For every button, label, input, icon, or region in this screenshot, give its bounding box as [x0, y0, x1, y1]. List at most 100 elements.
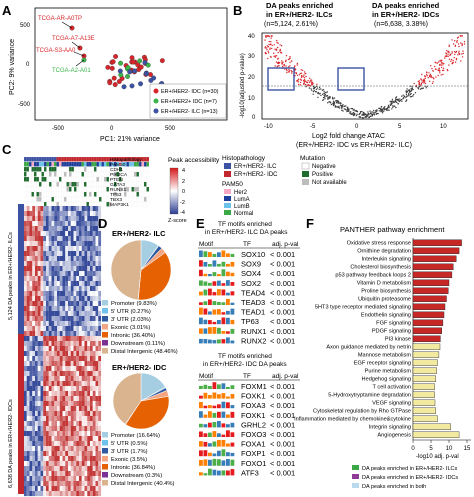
volcano-point — [350, 107, 352, 110]
volcano-point — [277, 42, 279, 44]
anno-cell — [131, 201, 135, 207]
volcano-point — [271, 47, 273, 50]
motif-bottom-logo-glyph — [217, 470, 221, 476]
heatmap-cell — [51, 256, 55, 262]
motif-bottom-tf: FOXO1 — [241, 459, 266, 468]
heatmap-cell — [29, 321, 33, 327]
motif-bottom-logo-glyph — [230, 411, 235, 418]
volcano-point — [312, 90, 315, 93]
anno-cell — [86, 196, 90, 202]
heatmap-cell — [24, 301, 27, 307]
heatmap-cell — [40, 216, 44, 222]
anno-cell — [83, 176, 87, 182]
heatmap-cell — [26, 366, 30, 372]
anno-row-label: RUNX1 — [110, 187, 127, 193]
pca-xtick-1: -500 — [52, 126, 65, 132]
heatmap-cell — [24, 416, 27, 422]
heatmap-cell — [70, 241, 74, 247]
volcano-point — [372, 111, 374, 113]
heatmap-cell — [90, 336, 93, 342]
volcano-point — [446, 69, 448, 71]
heatmap-cell — [79, 326, 82, 332]
volcano-point — [453, 51, 456, 53]
anno-cell — [61, 166, 65, 172]
heatmap-cell — [90, 311, 93, 317]
heatmap-cell — [32, 356, 36, 362]
anno-cell — [48, 201, 52, 207]
anno-cell — [98, 191, 102, 197]
panther-legend-swatch-ilc — [352, 465, 359, 470]
heatmap-cell — [90, 391, 93, 397]
heatmap-cell — [87, 206, 91, 212]
heatmap-cell — [81, 446, 85, 452]
pie-legend-swatch — [102, 332, 108, 338]
heatmap-cell — [65, 486, 69, 492]
heatmap-cell — [98, 451, 102, 457]
heatmap-cell — [59, 396, 63, 402]
anno-cell — [98, 186, 102, 192]
heatmap-cell — [48, 301, 52, 307]
volcano-point — [329, 96, 331, 98]
anno-cell — [141, 171, 145, 177]
heatmap-cell — [73, 216, 77, 222]
heatmap-cell — [57, 391, 60, 397]
volcano-point — [403, 97, 405, 99]
heatmap-cell — [81, 431, 85, 437]
pca-legend-her2pos: ER+/HER2+ IDC (n=7) — [161, 99, 217, 105]
anno-cell — [133, 201, 137, 207]
anno-cell — [93, 171, 97, 177]
heatmap-cell — [40, 361, 44, 367]
anno-cell — [26, 176, 30, 182]
heatmap-cell — [26, 401, 30, 407]
heatmap-cell — [68, 451, 71, 457]
heatmap-cell — [70, 331, 74, 337]
heatmap-cell — [87, 281, 91, 287]
heatmap-cell — [76, 346, 80, 352]
heatmap-cell — [57, 351, 60, 357]
heatmap-cell — [40, 461, 44, 467]
heatmap-cell — [68, 321, 71, 327]
heatmap-cell — [48, 456, 52, 462]
heatmap-cell — [43, 216, 47, 222]
heatmap-cell — [95, 296, 99, 302]
heatmap-cell — [76, 471, 80, 477]
anno-cell — [71, 196, 75, 202]
heatmap-cell — [46, 301, 49, 307]
pca-point — [116, 79, 122, 84]
motif-top-logo-glyph — [230, 282, 235, 286]
motif-top-logo-glyph — [199, 302, 203, 305]
anno-cell — [51, 201, 55, 207]
heatmap-cell — [68, 276, 71, 282]
heatmap-cell — [26, 231, 30, 237]
volcano-point — [381, 109, 383, 112]
heatmap-cell — [59, 361, 63, 367]
anno-cell — [81, 181, 85, 187]
volcano-point — [399, 98, 401, 100]
anno-cell — [83, 191, 87, 197]
volcano-right-box — [337, 67, 365, 91]
anno-cell — [68, 161, 72, 167]
volcano-point — [291, 60, 293, 62]
heatmap-cell — [87, 221, 91, 227]
motif-top-logo-glyph — [199, 260, 203, 267]
heatmap-cell — [48, 471, 52, 477]
volcano-point — [281, 65, 284, 68]
heatmap-cell — [79, 331, 82, 337]
volcano-sub-left: in ER+/HER2- ILCs — [266, 10, 332, 19]
heatmap-cell — [70, 441, 74, 447]
anno-cell — [88, 196, 92, 202]
heatmap-cell — [40, 386, 44, 392]
anno-cell — [73, 181, 77, 187]
heatmap-cell — [51, 411, 55, 417]
heatmap-cell — [46, 286, 49, 292]
motif-top-logo-glyph — [212, 281, 217, 286]
heatmap-cell — [98, 256, 102, 262]
pca-point — [107, 80, 113, 86]
volcano-left-box — [267, 67, 295, 91]
anno-cell — [146, 181, 150, 187]
panther-xtick-label: 15 — [464, 446, 471, 452]
volcano-point — [439, 60, 441, 62]
pca-point — [148, 77, 154, 83]
heatmap-cell — [51, 326, 55, 332]
heatmap-cell — [79, 226, 82, 232]
